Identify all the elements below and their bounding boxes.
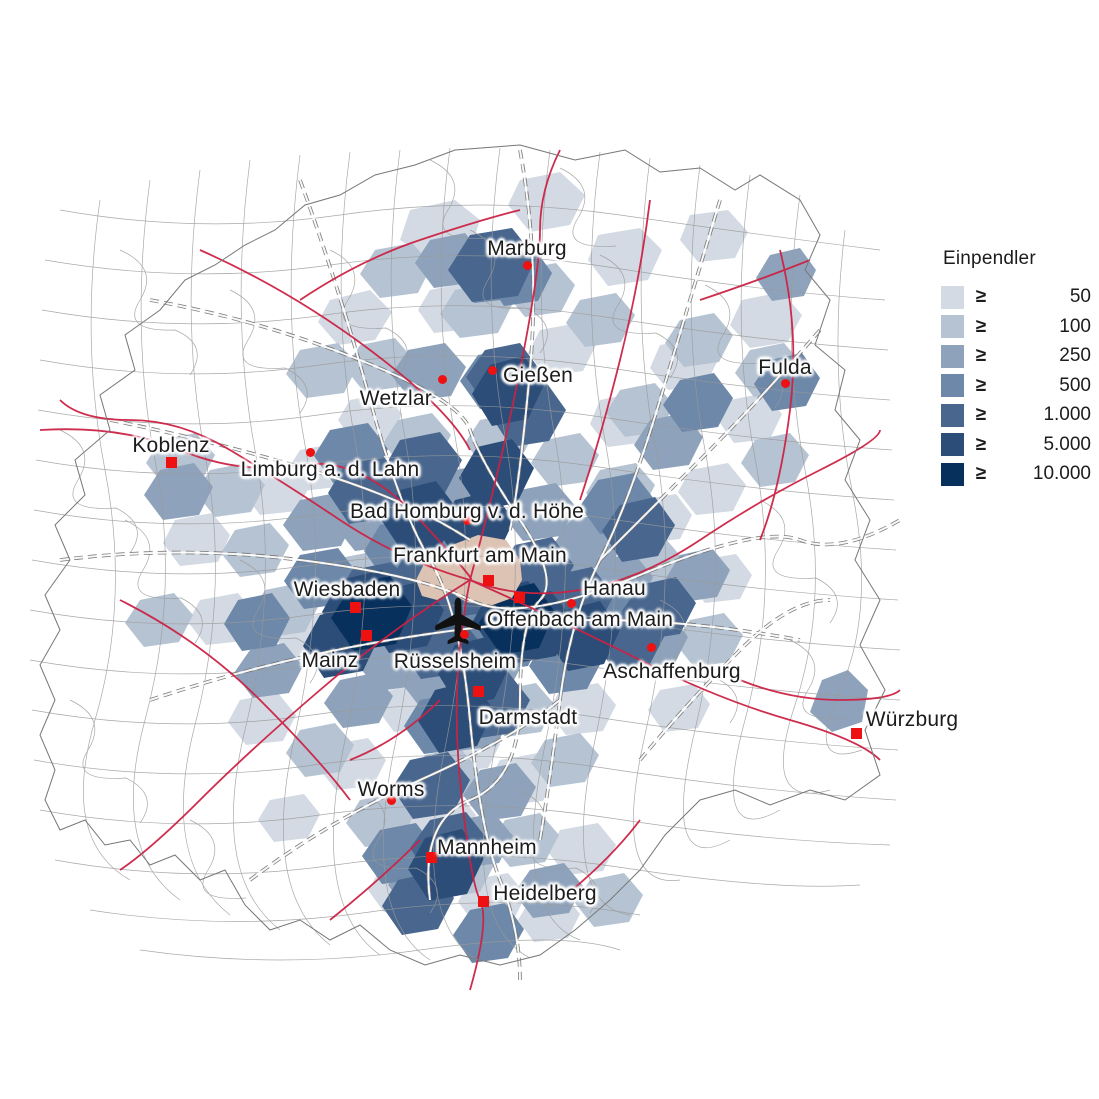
greater-equal-icon: ≥ (975, 345, 987, 366)
city-marker[interactable] (360, 629, 372, 641)
legend-row: ≥50 (941, 284, 1093, 310)
city-marker[interactable] (780, 378, 790, 388)
legend-swatch (941, 403, 964, 427)
city-marker[interactable] (522, 260, 532, 270)
motorway-fill (59, 149, 901, 981)
city-marker[interactable] (305, 447, 315, 457)
legend-swatch (941, 462, 964, 486)
greater-equal-icon: ≥ (975, 463, 987, 484)
greater-equal-icon: ≥ (975, 315, 987, 337)
legend-row: ≥10.000 (941, 461, 1093, 487)
study-area-outline (39, 144, 886, 966)
legend-row: ≥500 (941, 373, 1093, 399)
legend-value: 5.000 (1043, 433, 1091, 455)
city-marker[interactable] (646, 642, 656, 652)
greater-equal-icon: ≥ (975, 433, 987, 455)
map-canvas (29, 144, 901, 991)
legend-row: ≥100 (941, 314, 1093, 340)
legend-value: 100 (1059, 315, 1091, 337)
city-marker[interactable] (437, 374, 447, 384)
legend-swatch (941, 344, 964, 368)
legend-swatch (941, 374, 964, 397)
legend-value: 10.000 (1032, 463, 1091, 484)
city-marker[interactable] (482, 574, 494, 586)
legend: Einpendler ≥50 ≥100 ≥250 ≥500 ≥1.000 ≥5.000 ≥1… (941, 248, 1093, 491)
city-marker[interactable] (349, 601, 361, 613)
greater-equal-icon: ≥ (975, 286, 987, 307)
city-marker[interactable] (566, 598, 576, 608)
legend-rows: ≥50 ≥100 ≥250 ≥500 ≥1.000 ≥5.000 ≥10.000 (941, 284, 1093, 487)
legend-row: ≥1.000 (941, 402, 1093, 428)
legend-swatch (941, 433, 964, 456)
legend-swatch (941, 315, 964, 338)
city-marker[interactable] (513, 591, 525, 603)
city-marker[interactable] (459, 629, 469, 639)
legend-row: ≥250 (941, 343, 1093, 369)
city-marker[interactable] (477, 895, 489, 907)
city-marker[interactable] (472, 685, 484, 697)
city-marker[interactable] (850, 727, 862, 739)
city-marker[interactable] (425, 851, 437, 863)
airport-icon (432, 596, 484, 648)
city-marker[interactable] (462, 515, 472, 525)
legend-value: 250 (1059, 345, 1091, 366)
legend-value: 50 (1069, 286, 1091, 307)
legend-swatch (941, 285, 964, 309)
city-marker[interactable] (165, 456, 177, 468)
greater-equal-icon: ≥ (975, 404, 987, 425)
city-marker[interactable] (487, 365, 497, 375)
railway-lines (39, 149, 901, 991)
city-marker[interactable] (386, 795, 396, 805)
legend-value: 500 (1059, 374, 1091, 396)
choropleth-map[interactable]: Marburg Gießen Wetzlar Fulda Koblenz Limburg … (0, 0, 958, 1099)
greater-equal-icon: ≥ (975, 374, 987, 396)
legend-title: Einpendler (943, 248, 1036, 269)
legend-value: 1.000 (1043, 404, 1091, 425)
legend-row: ≥5.000 (941, 432, 1093, 458)
